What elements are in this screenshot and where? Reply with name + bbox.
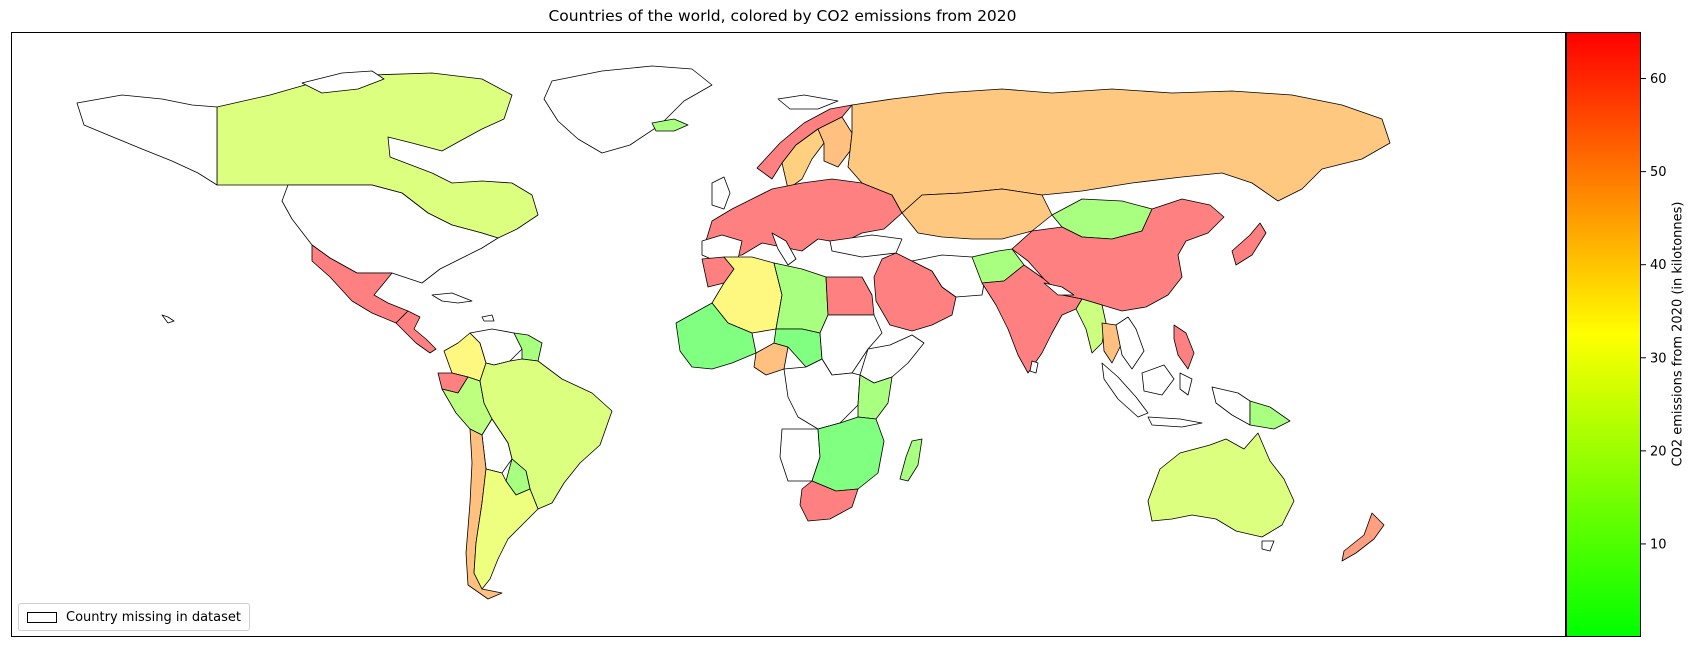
region-southern-africa bbox=[811, 416, 885, 492]
region-angola bbox=[779, 428, 821, 482]
region-argentina bbox=[473, 468, 539, 590]
missing-country-swatch bbox=[27, 611, 57, 623]
region-java bbox=[1147, 416, 1203, 428]
region-uk bbox=[711, 176, 731, 210]
region-cuba bbox=[431, 292, 473, 304]
region-australia bbox=[1147, 432, 1295, 538]
map-legend: Country missing in dataset bbox=[18, 603, 250, 631]
region-caribbean-islands bbox=[481, 314, 495, 322]
region-canada-islands bbox=[301, 70, 385, 94]
region-indochina bbox=[1115, 316, 1145, 370]
colorbar-tick-label: 20 bbox=[1650, 444, 1667, 459]
region-japan bbox=[1231, 222, 1267, 266]
region-papua-new-guinea bbox=[1249, 400, 1291, 430]
region-philippines bbox=[1173, 324, 1195, 370]
region-new-guinea-west bbox=[1211, 386, 1251, 426]
colorbar-tick-label: 50 bbox=[1650, 165, 1667, 180]
region-new-zealand bbox=[1341, 512, 1385, 562]
colorbar-tick-label: 10 bbox=[1650, 537, 1667, 552]
region-libya bbox=[773, 262, 829, 334]
legend-label: Country missing in dataset bbox=[66, 609, 241, 625]
region-madagascar bbox=[899, 438, 923, 482]
map-title: Countries of the world, colored by CO2 e… bbox=[548, 7, 1017, 25]
colorbar-label: CO2 emissions from 2020 (in kilotonnes) bbox=[1670, 201, 1686, 467]
region-kazakhstan bbox=[901, 188, 1053, 240]
region-united-states bbox=[281, 184, 499, 284]
region-italy bbox=[771, 232, 797, 266]
map-plot-area: Country missing in dataset bbox=[11, 32, 1566, 637]
colorbar bbox=[1566, 32, 1641, 637]
region-svalbard bbox=[777, 94, 839, 110]
colorbar-tick-label: 40 bbox=[1650, 258, 1667, 273]
region-mexico bbox=[311, 244, 409, 324]
region-central-america bbox=[395, 310, 437, 354]
region-nepal bbox=[1043, 282, 1075, 296]
region-russia bbox=[847, 88, 1391, 214]
world-map bbox=[76, 65, 1391, 600]
region-iran bbox=[911, 254, 987, 298]
region-sri-lanka bbox=[1029, 360, 1039, 374]
region-sumatra bbox=[1101, 362, 1149, 418]
region-egypt bbox=[825, 276, 875, 316]
region-borneo bbox=[1141, 364, 1175, 396]
region-sulawesi bbox=[1179, 372, 1193, 396]
region-alaska bbox=[76, 94, 218, 186]
region-myanmar bbox=[1075, 298, 1107, 354]
colorbar-tick-label: 30 bbox=[1650, 351, 1667, 366]
region-greenland bbox=[543, 65, 713, 154]
colorbar-tick-label: 60 bbox=[1650, 72, 1667, 87]
region-hawaii bbox=[161, 314, 175, 324]
region-finland bbox=[817, 116, 853, 168]
region-thailand bbox=[1101, 322, 1123, 364]
region-nigeria bbox=[753, 342, 789, 376]
region-tasmania bbox=[1261, 540, 1275, 552]
region-south-africa bbox=[799, 480, 859, 522]
region-west-africa bbox=[675, 302, 757, 370]
region-iceland bbox=[651, 118, 689, 132]
